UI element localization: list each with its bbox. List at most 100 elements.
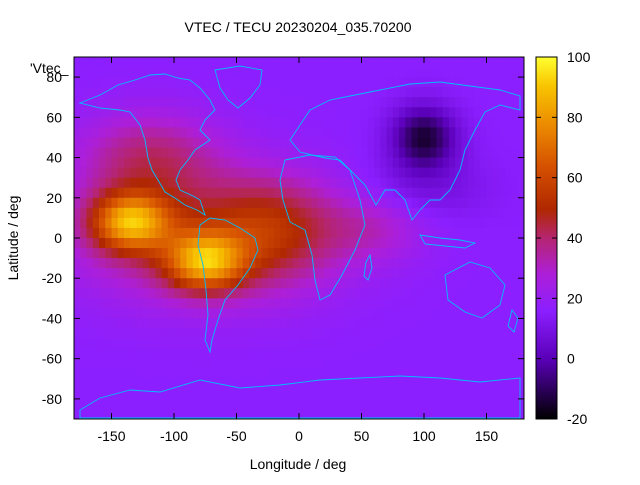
heatmap-cell [105,258,113,269]
heatmap-cell [286,288,294,299]
heatmap-cell [124,308,131,320]
heatmap-cell [461,107,469,118]
heatmap-cell [292,77,300,88]
heatmap-cell [174,117,181,128]
heatmap-cell [124,408,131,419]
heatmap-cell [111,348,119,360]
heatmap-cell [305,77,313,88]
heatmap-cell [174,388,181,400]
heatmap-cell [436,278,444,289]
heatmap-cell [361,227,369,239]
heatmap-cell [136,248,144,259]
heatmap-cell [111,207,119,219]
heatmap-cell [92,197,100,209]
heatmap-cell [361,147,369,159]
heatmap-cell [186,97,194,108]
heatmap-cell [336,258,344,269]
heatmap-cell [117,288,125,299]
heatmap-cell [280,227,288,239]
heatmap-cell [280,77,288,88]
heatmap-cell [286,248,294,259]
heatmap-cell [205,248,213,259]
heatmap-cell [361,127,369,139]
heatmap-cell [349,308,356,320]
heatmap-cell [267,298,275,309]
heatmap-cell [455,268,463,279]
heatmap-cell [142,77,150,88]
heatmap-cell [505,268,513,279]
heatmap-cell [467,207,475,219]
heatmap-cell [80,278,88,289]
heatmap-cell [467,167,475,179]
heatmap-cell [405,388,413,400]
heatmap-cell [236,248,244,259]
heatmap-cell [224,67,231,78]
heatmap-cell [267,57,275,68]
heatmap-cell [130,318,138,330]
heatmap-cell [192,217,200,229]
heatmap-cell [255,217,263,229]
heatmap-cell [130,248,138,259]
heatmap-cell [180,348,188,360]
heatmap-cell [511,398,519,410]
heatmap-cell [155,167,163,179]
heatmap-cell [361,298,369,309]
heatmap-cell [130,348,138,360]
heatmap-cell [155,268,163,279]
heatmap-cell [305,338,313,350]
heatmap-cell [80,398,88,410]
heatmap-cell [411,368,419,380]
heatmap-cell [305,207,313,219]
heatmap-cell [124,157,131,169]
heatmap-cell [155,97,163,108]
heatmap-cell [230,378,238,390]
heatmap-cell [186,107,194,118]
heatmap-cell [455,147,463,159]
heatmap-cell [317,268,325,279]
heatmap-cell [217,187,225,199]
heatmap-cell [474,368,481,380]
heatmap-cell [211,398,219,410]
heatmap-cell [430,388,438,400]
heatmap-cell [111,97,119,108]
heatmap-cell [111,398,119,410]
heatmap-cell [486,258,494,269]
heatmap-cell [474,77,481,88]
heatmap-cell [255,137,263,149]
heatmap-cell [161,318,169,330]
heatmap-cell [411,167,419,179]
heatmap-cell [411,298,419,309]
heatmap-cell [442,268,450,279]
heatmap-cell [355,57,363,68]
heatmap-cell [92,207,100,219]
heatmap-cell [517,67,524,78]
heatmap-cell [380,388,388,400]
heatmap-cell [474,258,481,269]
heatmap-cell [92,398,100,410]
heatmap-cell [399,248,406,259]
heatmap-cell [311,278,319,289]
coastline-new-zealand [507,308,519,333]
heatmap-cell [161,147,169,159]
heatmap-cell [155,107,163,118]
heatmap-cell [192,258,200,269]
heatmap-cell [330,328,338,340]
heatmap-cell [336,127,344,139]
heatmap-cell [517,197,524,209]
heatmap-cell [230,268,238,279]
heatmap-cell [461,398,469,410]
heatmap-cell [280,177,288,189]
heatmap-cell [442,207,450,219]
heatmap-cell [499,388,506,400]
heatmap-cell [311,107,319,118]
heatmap-cell [192,388,200,400]
heatmap-cell [324,378,331,390]
heatmap-cell [424,398,431,410]
heatmap-cell [336,217,344,229]
heatmap-cell [499,57,506,68]
y-tick-label: -80 [42,391,62,407]
heatmap-cell [105,338,113,350]
heatmap-cell [255,238,263,249]
heatmap-cell [74,308,81,320]
heatmap-cell [305,268,313,279]
